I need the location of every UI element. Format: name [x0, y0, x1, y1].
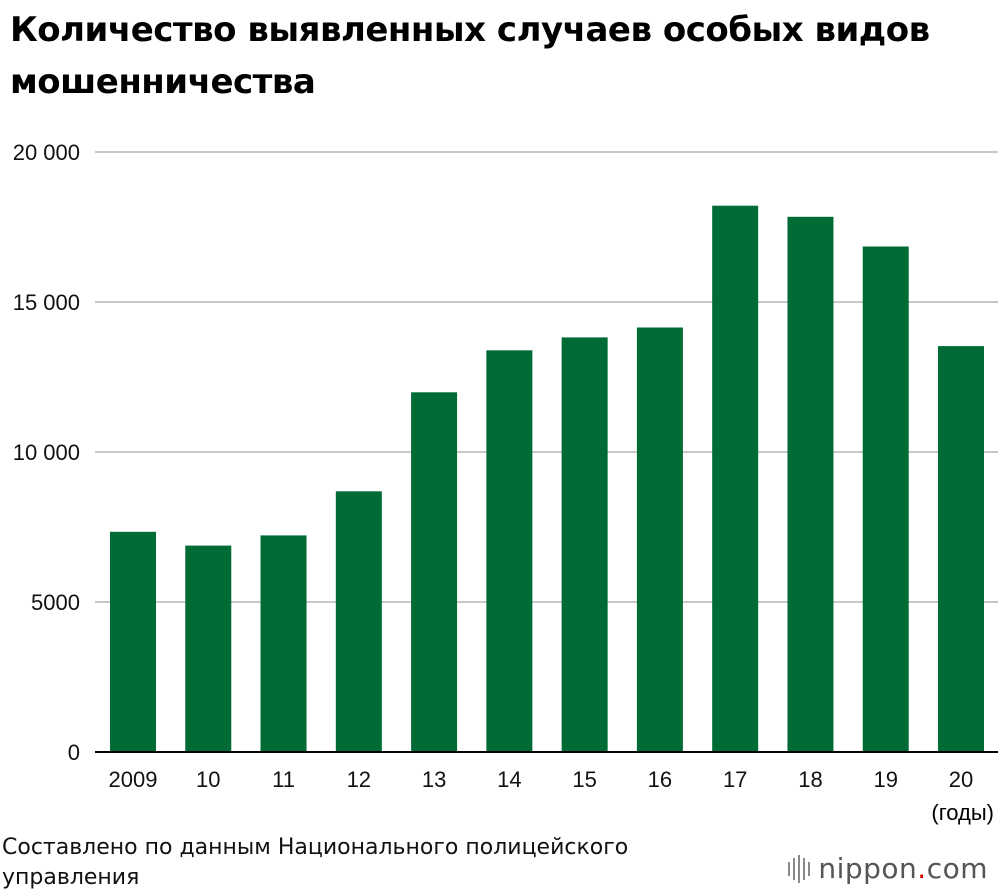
logo-text-suffix: com [926, 852, 988, 885]
bar [110, 531, 156, 752]
x-tick-label: 10 [196, 767, 220, 792]
bar [260, 535, 307, 752]
x-tick-label: 18 [798, 767, 822, 792]
logo-text: nippon.com [818, 852, 988, 885]
x-tick-label: 20 [949, 767, 973, 792]
logo-mark-icon [788, 854, 811, 883]
x-tick-label: 19 [873, 767, 897, 792]
chart-title: Количество выявленных случаев особых вид… [10, 10, 930, 102]
y-tick-label: 20 000 [13, 140, 80, 165]
bar [787, 216, 834, 753]
source-note: Составлено по данным Национального полиц… [2, 835, 629, 890]
bar [862, 246, 909, 752]
x-tick-label: 17 [723, 767, 747, 792]
x-axis-ticks: 2009 10 11 12 13 14 15 16 17 18 19 20 [109, 767, 974, 792]
bar-chart: 0 5000 10 000 15 000 20 000 2009 10 11 12 13 14 15… [13, 140, 998, 792]
y-tick-label: 15 000 [13, 290, 80, 315]
x-tick-label: 13 [422, 767, 446, 792]
x-tick-label: 14 [497, 767, 521, 792]
bar [938, 346, 984, 752]
bar [335, 491, 382, 752]
bar [411, 392, 458, 752]
x-tick-label: 2009 [109, 767, 158, 792]
y-axis-ticks: 0 5000 10 000 15 000 20 000 [13, 140, 80, 765]
x-axis-unit-label: (годы) [931, 800, 994, 825]
x-tick-label: 11 [272, 767, 295, 792]
y-tick-label: 10 000 [13, 440, 80, 465]
y-tick-label: 0 [68, 740, 80, 765]
bar [636, 327, 683, 752]
bar [561, 337, 608, 752]
bar [185, 545, 232, 752]
y-tick-label: 5000 [31, 590, 80, 615]
bar [486, 350, 533, 752]
bars [110, 205, 984, 753]
logo-text-dot: . [917, 852, 927, 885]
x-tick-label: 16 [648, 767, 672, 792]
gridlines [95, 151, 998, 603]
x-tick-label: 15 [572, 767, 596, 792]
x-tick-label: 12 [347, 767, 371, 792]
nippon-logo: nippon.com [788, 852, 988, 885]
logo-text-name: nippon [818, 852, 918, 885]
bar [712, 205, 759, 752]
